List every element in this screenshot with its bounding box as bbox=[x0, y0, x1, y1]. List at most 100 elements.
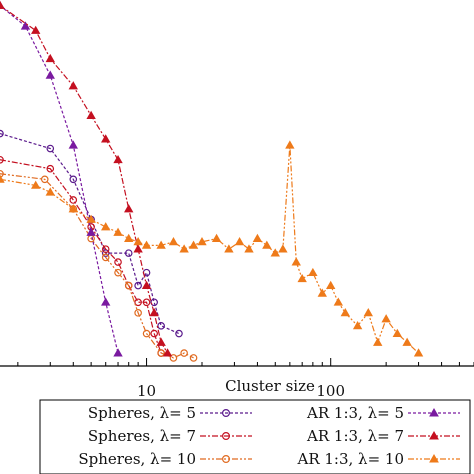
data-point bbox=[134, 298, 142, 307]
data-point bbox=[0, 0, 5, 9]
data-point bbox=[169, 354, 178, 362]
data-point bbox=[142, 329, 151, 338]
data-point bbox=[86, 214, 96, 223]
legend-label: Spheres, λ= 5 bbox=[88, 404, 196, 422]
data-point bbox=[244, 244, 254, 253]
data-point bbox=[168, 237, 179, 246]
axes: 10 100 bbox=[0, 358, 474, 400]
data-point bbox=[188, 240, 199, 249]
data-point bbox=[40, 175, 49, 184]
data-point bbox=[326, 280, 336, 289]
data-point bbox=[180, 349, 188, 357]
data-point bbox=[20, 21, 31, 30]
data-point bbox=[124, 249, 133, 257]
data-point bbox=[156, 240, 166, 249]
data-point bbox=[45, 187, 55, 196]
data-point bbox=[308, 267, 318, 277]
legend-marker bbox=[429, 430, 439, 440]
data-point bbox=[291, 257, 301, 266]
data-point bbox=[297, 273, 307, 283]
data-point bbox=[142, 298, 151, 307]
data-point bbox=[113, 227, 123, 236]
legend-box bbox=[39, 399, 471, 474]
series-line bbox=[0, 159, 162, 354]
data-point bbox=[189, 354, 198, 362]
series-4 bbox=[0, 0, 173, 357]
series-line bbox=[0, 145, 419, 354]
legend-label: Spheres, λ= 10 bbox=[78, 450, 196, 468]
data-point bbox=[113, 154, 123, 164]
data-point bbox=[157, 349, 165, 357]
data-point bbox=[133, 237, 143, 246]
data-point bbox=[150, 329, 158, 338]
data-point bbox=[340, 308, 350, 317]
x-tick-label: 100 bbox=[316, 382, 345, 400]
data-point bbox=[278, 244, 288, 253]
legend-label: AR 1:3, λ= 10 bbox=[296, 450, 404, 468]
data-point bbox=[0, 169, 4, 178]
data-point bbox=[68, 140, 78, 149]
data-point bbox=[101, 297, 111, 306]
series-line bbox=[0, 173, 194, 359]
legend-marker bbox=[222, 455, 231, 464]
plot-area bbox=[0, 0, 424, 362]
legend-label: AR 1:3, λ= 7 bbox=[306, 427, 404, 445]
data-point bbox=[45, 70, 55, 79]
data-point bbox=[262, 240, 272, 249]
series-3 bbox=[0, 0, 123, 357]
data-point bbox=[69, 175, 78, 184]
data-point bbox=[46, 164, 55, 173]
series-5 bbox=[0, 140, 424, 357]
data-point bbox=[45, 53, 55, 63]
data-point bbox=[68, 81, 78, 90]
data-point bbox=[46, 144, 55, 153]
data-point bbox=[133, 244, 143, 253]
data-point bbox=[68, 204, 78, 213]
data-point bbox=[402, 337, 412, 346]
series-2 bbox=[0, 169, 198, 362]
data-point bbox=[134, 309, 142, 317]
data-point bbox=[413, 348, 424, 357]
data-point bbox=[31, 25, 41, 34]
data-point bbox=[114, 258, 122, 266]
series-line bbox=[0, 5, 119, 354]
data-point bbox=[381, 314, 391, 323]
data-point bbox=[211, 233, 222, 242]
data-point bbox=[124, 233, 134, 242]
data-point bbox=[69, 196, 78, 204]
data-point bbox=[31, 180, 41, 189]
legend: Spheres, λ= 5 Spheres, λ= 7 Spheres, λ= 10… bbox=[39, 399, 471, 474]
data-point bbox=[141, 240, 152, 249]
data-point bbox=[86, 110, 96, 119]
data-point bbox=[333, 297, 344, 306]
data-point bbox=[285, 140, 295, 149]
data-point bbox=[179, 244, 189, 253]
data-point bbox=[157, 321, 165, 330]
x-axis-label: Cluster size bbox=[225, 377, 315, 395]
x-tick-label: 10 bbox=[137, 382, 156, 400]
data-point bbox=[363, 308, 373, 317]
data-point bbox=[150, 298, 158, 307]
data-point bbox=[224, 244, 234, 253]
legend-marker bbox=[429, 453, 439, 463]
legend-marker bbox=[222, 432, 231, 441]
data-point bbox=[252, 233, 263, 242]
data-point bbox=[101, 222, 111, 231]
data-point bbox=[197, 237, 207, 246]
data-point bbox=[156, 337, 166, 346]
legend-marker bbox=[222, 409, 231, 418]
data-point bbox=[175, 329, 183, 338]
data-point bbox=[392, 328, 403, 337]
data-point bbox=[124, 281, 133, 290]
data-point bbox=[162, 348, 173, 357]
data-point bbox=[0, 174, 5, 183]
legend-label: Spheres, λ= 7 bbox=[88, 427, 196, 445]
data-point bbox=[373, 337, 383, 346]
data-point bbox=[86, 227, 96, 236]
data-point bbox=[270, 248, 280, 257]
data-point bbox=[124, 204, 134, 213]
legend-marker bbox=[429, 407, 439, 417]
data-point bbox=[113, 348, 123, 357]
series-line bbox=[0, 132, 180, 335]
